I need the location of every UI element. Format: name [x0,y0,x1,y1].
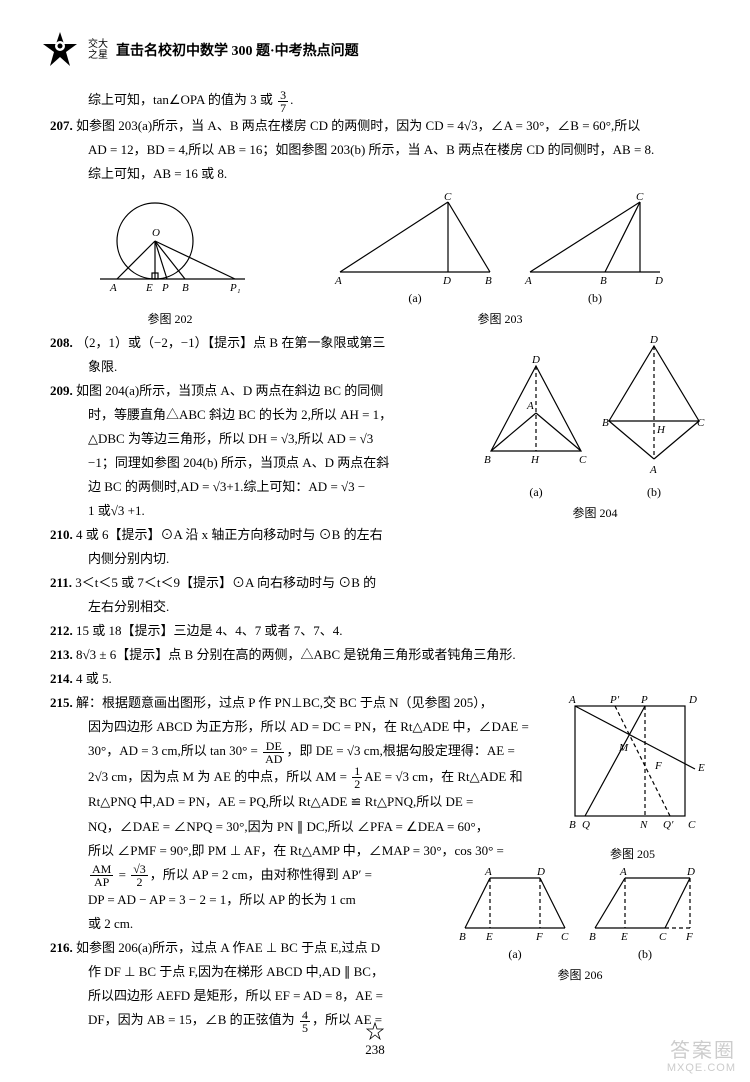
q207-l2: AD = 12，BD = 4,所以 AB = 16；如图参图 203(b) 所示… [50,138,710,162]
svg-text:B: B [602,417,609,429]
svg-text:A: A [568,694,576,706]
svg-text:D: D [686,866,695,878]
logo-text: 交大 之星 [88,39,108,61]
svg-text:Q′: Q′ [663,819,674,831]
svg-text:D: D [688,694,697,706]
figure-row-1: O A E P B P₁ 参图 202 [50,192,710,327]
svg-text:B: B [182,282,189,294]
svg-text:P: P [161,282,169,294]
svg-text:C: C [636,192,644,203]
svg-text:C: C [688,819,696,831]
q212: 212. 15 或 18【提示】三边是 4、4、7 或者 7、7、4. [50,619,710,643]
svg-text:B: B [569,819,576,831]
svg-text:A: A [524,275,532,287]
svg-text:P: P [640,694,648,706]
fig-202: O A E P B P₁ 参图 202 [90,196,250,327]
q216-l3: 所以四边形 AEFD 是矩形，所以 EF = AD = 8，AE = [50,984,710,1008]
svg-text:F: F [654,760,662,772]
svg-text:N: N [639,819,648,831]
svg-text:D: D [654,275,663,287]
svg-text:P₁: P₁ [229,282,241,294]
svg-text:H: H [530,454,540,466]
svg-text:A: A [109,282,117,294]
svg-text:A: A [334,275,342,287]
svg-text:E: E [620,931,628,943]
svg-text:A: A [484,866,492,878]
watermark: 答案圈 MXQE.COM [667,1040,736,1074]
svg-text:C: C [579,454,587,466]
q207: 207. 如参图 203(a)所示，当 A、B 两点在楼房 CD 的两侧时，因为… [50,114,710,138]
block-208-211: 208. （2，1）或（−2，−1）【提示】点 B 在第一象限或第三 象限. 2… [50,331,710,620]
svg-text:D: D [536,866,545,878]
logo-icon [40,30,80,70]
svg-text:E: E [145,282,153,294]
fig-206: A D B E F C (a) [450,863,710,983]
page-number: 238 [365,1022,385,1058]
summary-line: 综上可知，tan∠OPA 的值为 3 或 37. [50,88,710,114]
svg-text:B: B [484,454,491,466]
svg-text:Q: Q [582,819,590,831]
fig-204: D A B H C (a) [480,331,710,521]
svg-text:A: A [649,464,657,476]
svg-text:F: F [535,931,543,943]
svg-text:D: D [442,275,451,287]
book-title: 直击名校初中数学 300 题·中考热点问题 [116,40,359,60]
page-header: 交大 之星 直击名校初中数学 300 题·中考热点问题 [40,30,710,70]
svg-text:A: A [619,866,627,878]
page-content: 综上可知，tan∠OPA 的值为 3 或 37. 207. 如参图 203(a)… [40,88,710,1034]
svg-text:B: B [600,275,607,287]
svg-text:M: M [618,742,629,754]
svg-text:C: C [659,931,667,943]
q215-block: A P′ P D E F M B Q N Q′ C 参图 205 215. 解：… [50,691,710,862]
svg-text:B: B [459,931,466,943]
svg-text:B: B [485,275,492,287]
fig-203: A D B C (a) [330,192,670,327]
svg-text:F: F [685,931,693,943]
svg-text:H: H [656,424,666,436]
q207-l3: 综上可知，AB = 16 或 8. [50,162,710,186]
svg-text:D: D [649,334,658,346]
svg-text:E: E [697,762,705,774]
q214: 214. 4 或 5. [50,667,710,691]
svg-text:P′: P′ [609,694,620,706]
svg-text:O: O [152,227,160,239]
svg-text:C: C [561,931,569,943]
svg-text:A: A [526,400,534,412]
svg-text:C: C [697,417,705,429]
fig-205: A P′ P D E F M B Q N Q′ C 参图 205 [555,691,710,862]
svg-text:C: C [444,192,452,203]
svg-text:D: D [531,354,540,366]
svg-text:B: B [589,931,596,943]
svg-text:E: E [485,931,493,943]
q213: 213. 8√3 ± 6【提示】点 B 分别在高的两侧，△ABC 是锐角三角形或… [50,643,710,667]
